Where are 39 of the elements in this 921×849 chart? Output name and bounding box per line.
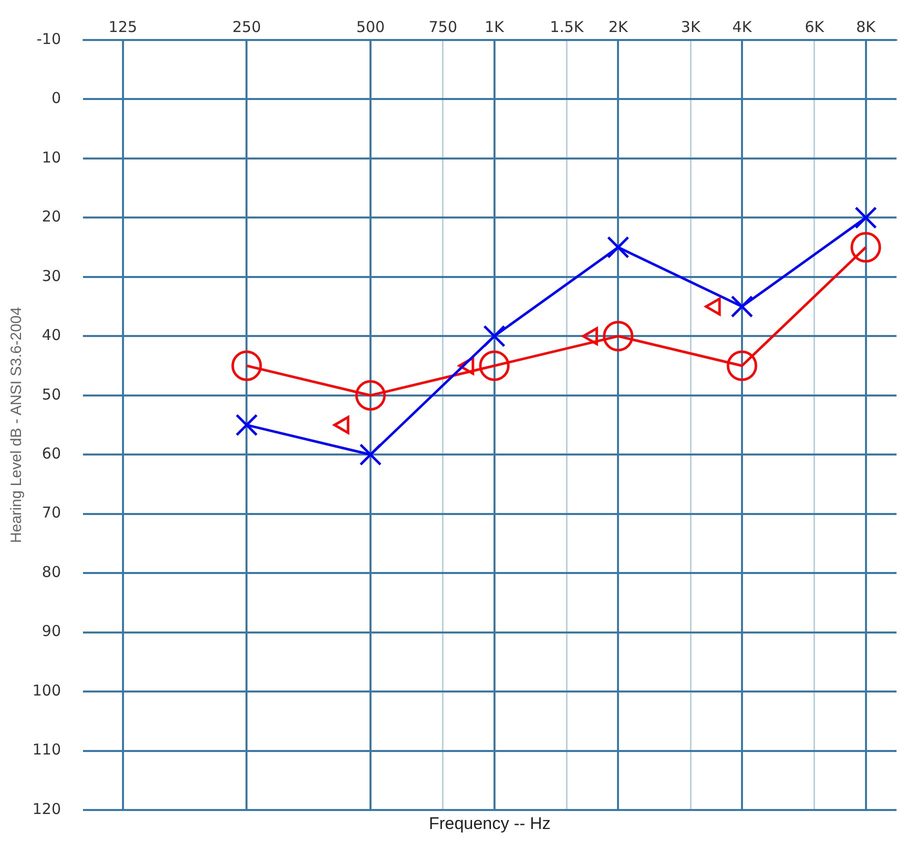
y-tick-label: 10 <box>42 148 61 166</box>
y-tick-label: 70 <box>42 504 61 522</box>
point <box>483 325 506 348</box>
point <box>730 295 754 318</box>
y-tick-label: 50 <box>42 385 61 404</box>
point <box>850 232 882 263</box>
point <box>231 350 262 382</box>
y-tick-label: 110 <box>32 740 61 759</box>
x-tick-label: 4K <box>732 18 753 36</box>
y-tick-label: 90 <box>42 622 61 640</box>
point <box>355 380 386 411</box>
point <box>236 414 258 436</box>
y-axis-title: Hearing Level dB - ANSI S3.6-2004 <box>8 307 26 543</box>
point <box>726 350 758 382</box>
x-tick-label: 6K <box>804 18 826 36</box>
point <box>854 206 877 229</box>
x-tick-label: 750 <box>428 18 458 36</box>
x-tick-label: 3K <box>680 18 702 36</box>
y-tick-label: 40 <box>42 326 61 344</box>
x-tick-label: 1K <box>484 18 506 36</box>
y-tick-label: 60 <box>42 444 61 463</box>
y-tick-label: 30 <box>42 266 61 285</box>
x-tick-label: 250 <box>232 18 262 36</box>
x-tick-label: 1.5K <box>550 18 585 36</box>
point <box>607 236 630 258</box>
y-tick-label: 0 <box>51 89 61 108</box>
x-tick-label: 500 <box>356 18 385 36</box>
x-tick-label: 2K <box>608 18 630 36</box>
x-axis-title: Frequency -- Hz <box>428 814 551 834</box>
y-tick-label: 100 <box>32 681 61 700</box>
point <box>359 443 382 466</box>
x-tick-label: 125 <box>108 18 138 36</box>
point <box>479 350 510 382</box>
x-tick-label: 8K <box>856 18 877 36</box>
y-tick-label: 120 <box>32 800 61 818</box>
y-tick-label: -10 <box>36 30 61 48</box>
y-tick-label: 20 <box>42 208 61 226</box>
point <box>602 320 634 352</box>
y-tick-label: 80 <box>42 562 61 581</box>
